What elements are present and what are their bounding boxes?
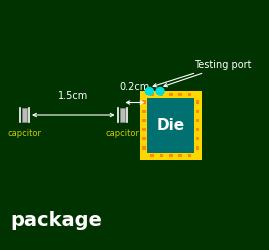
- Circle shape: [156, 88, 164, 95]
- Bar: [150, 93, 154, 96]
- Bar: [160, 154, 163, 157]
- Text: capcitor: capcitor: [105, 130, 139, 138]
- Bar: [142, 119, 146, 122]
- Text: Testing port: Testing port: [194, 60, 251, 70]
- Bar: [140, 90, 202, 160]
- Text: Die: Die: [157, 118, 185, 132]
- Text: 1.5cm: 1.5cm: [58, 91, 89, 101]
- Bar: [196, 100, 200, 104]
- Bar: [188, 93, 192, 96]
- Text: package: package: [11, 211, 103, 230]
- Bar: [160, 93, 163, 96]
- Bar: [120, 108, 125, 122]
- Bar: [196, 110, 200, 113]
- Bar: [188, 154, 192, 157]
- Bar: [169, 154, 173, 157]
- Bar: [142, 146, 146, 150]
- Bar: [178, 93, 182, 96]
- Text: 0.2cm: 0.2cm: [120, 82, 150, 92]
- Bar: [142, 128, 146, 131]
- Bar: [196, 119, 200, 122]
- Bar: [196, 128, 200, 131]
- Bar: [150, 154, 154, 157]
- Bar: [22, 108, 27, 122]
- Bar: [142, 100, 146, 104]
- Circle shape: [145, 88, 153, 95]
- Bar: [196, 137, 200, 140]
- Bar: [169, 93, 173, 96]
- Bar: [142, 137, 146, 140]
- Text: capcitor: capcitor: [7, 130, 41, 138]
- Bar: [142, 110, 146, 113]
- Bar: [147, 98, 194, 152]
- Bar: [196, 146, 200, 150]
- Bar: [178, 154, 182, 157]
